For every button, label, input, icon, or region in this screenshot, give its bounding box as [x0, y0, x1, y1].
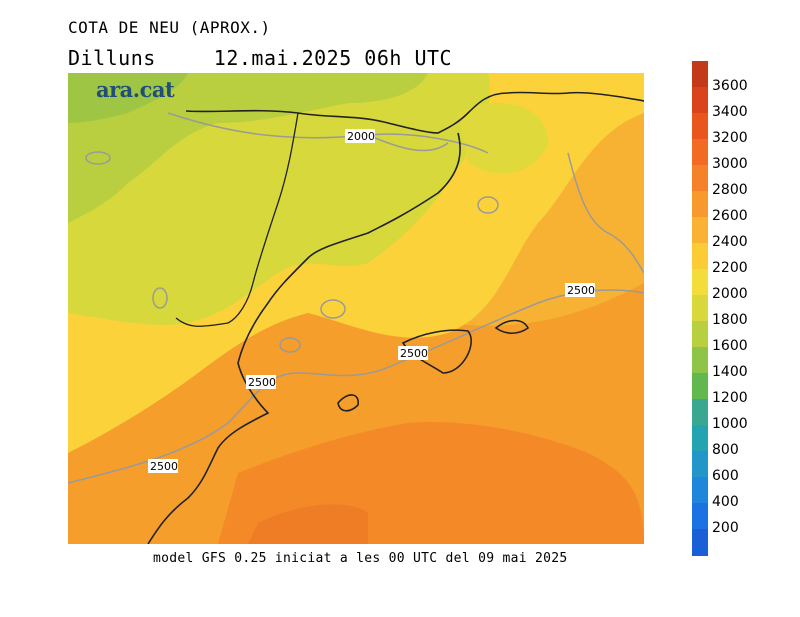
colorbar-swatch [692, 87, 708, 114]
island-ibiza [337, 394, 359, 412]
aracat-logo[interactable]: ara.cat [96, 77, 175, 102]
colorbar-swatch [692, 139, 708, 166]
colorbar-label: 2600 [712, 208, 748, 224]
colorbar-label: 3600 [712, 78, 748, 94]
forecast-day: Dilluns [68, 46, 156, 70]
contour-label-2000: 2000 [347, 130, 375, 143]
forecast-datetime: 12.mai.2025 06h UTC [213, 46, 453, 70]
field-deep-orange-2 [248, 504, 368, 544]
contour-label-2500-d: 2500 [150, 460, 178, 473]
contour-ring-5 [320, 299, 346, 319]
contour-ring-1 [85, 151, 111, 165]
colorbar-swatch [692, 399, 708, 426]
contour-2500 [68, 289, 644, 484]
colorbar-label: 1400 [712, 364, 748, 380]
contour-label-2500-b: 2500 [400, 347, 428, 360]
snow-level-map [68, 73, 644, 544]
colorbar-swatch [692, 373, 708, 400]
colorbar-swatch [692, 477, 708, 504]
border-inland [175, 112, 299, 327]
colorbar-label: 1000 [712, 416, 748, 432]
field-green-dark [68, 73, 188, 123]
colorbar-swatch [692, 243, 708, 270]
colorbar-label: 800 [712, 442, 739, 458]
model-info: model GFS 0.25 iniciat a les 00 UTC del … [153, 551, 568, 566]
colorbar-swatch [692, 191, 708, 218]
map-title: COTA DE NEU (APROX.) [68, 18, 271, 37]
colorbar-swatch [692, 503, 708, 530]
colorbar-label: 1600 [712, 338, 748, 354]
colorbar-label: 1800 [712, 312, 748, 328]
colorbar-swatch [692, 165, 708, 192]
colorbar-swatch [692, 529, 708, 556]
colorbar-label: 3000 [712, 156, 748, 172]
colorbar-swatch [692, 425, 708, 452]
colorbar-swatch [692, 321, 708, 348]
colorbar-label: 3200 [712, 130, 748, 146]
colorbar-label: 2200 [712, 260, 748, 276]
colorbar-swatch [692, 451, 708, 478]
colorbar-label: 3400 [712, 104, 748, 120]
colorbar-swatch [692, 61, 708, 88]
colorbar-label: 400 [712, 494, 739, 510]
colorbar-swatch [692, 113, 708, 140]
map-subtitle: Dilluns 12.mai.2025 06h UTC [68, 46, 452, 70]
island-menorca [494, 319, 530, 335]
colorbar-label: 200 [712, 520, 739, 536]
contour-ring-3 [477, 196, 499, 214]
colorbar [692, 61, 708, 556]
colorbar-label: 600 [712, 468, 739, 484]
contour-ring-2 [152, 287, 168, 309]
contour-2500-east [567, 152, 644, 274]
colorbar-label: 2800 [712, 182, 748, 198]
island-mallorca [401, 329, 472, 374]
colorbar-swatch [692, 217, 708, 244]
contour-label-2500-c: 2500 [248, 376, 276, 389]
colorbar-label: 1200 [712, 390, 748, 406]
field-green [68, 73, 428, 223]
colorbar-label: 2400 [712, 234, 748, 250]
colorbar-swatch [692, 295, 708, 322]
contour-ring-4 [279, 337, 301, 353]
colorbar-swatch [692, 347, 708, 374]
coastline-main [147, 132, 461, 544]
field-yellow-green-2 [458, 103, 548, 174]
contour-label-2500-a: 2500 [567, 284, 595, 297]
colorbar-label: 2000 [712, 286, 748, 302]
colorbar-swatch [692, 269, 708, 296]
